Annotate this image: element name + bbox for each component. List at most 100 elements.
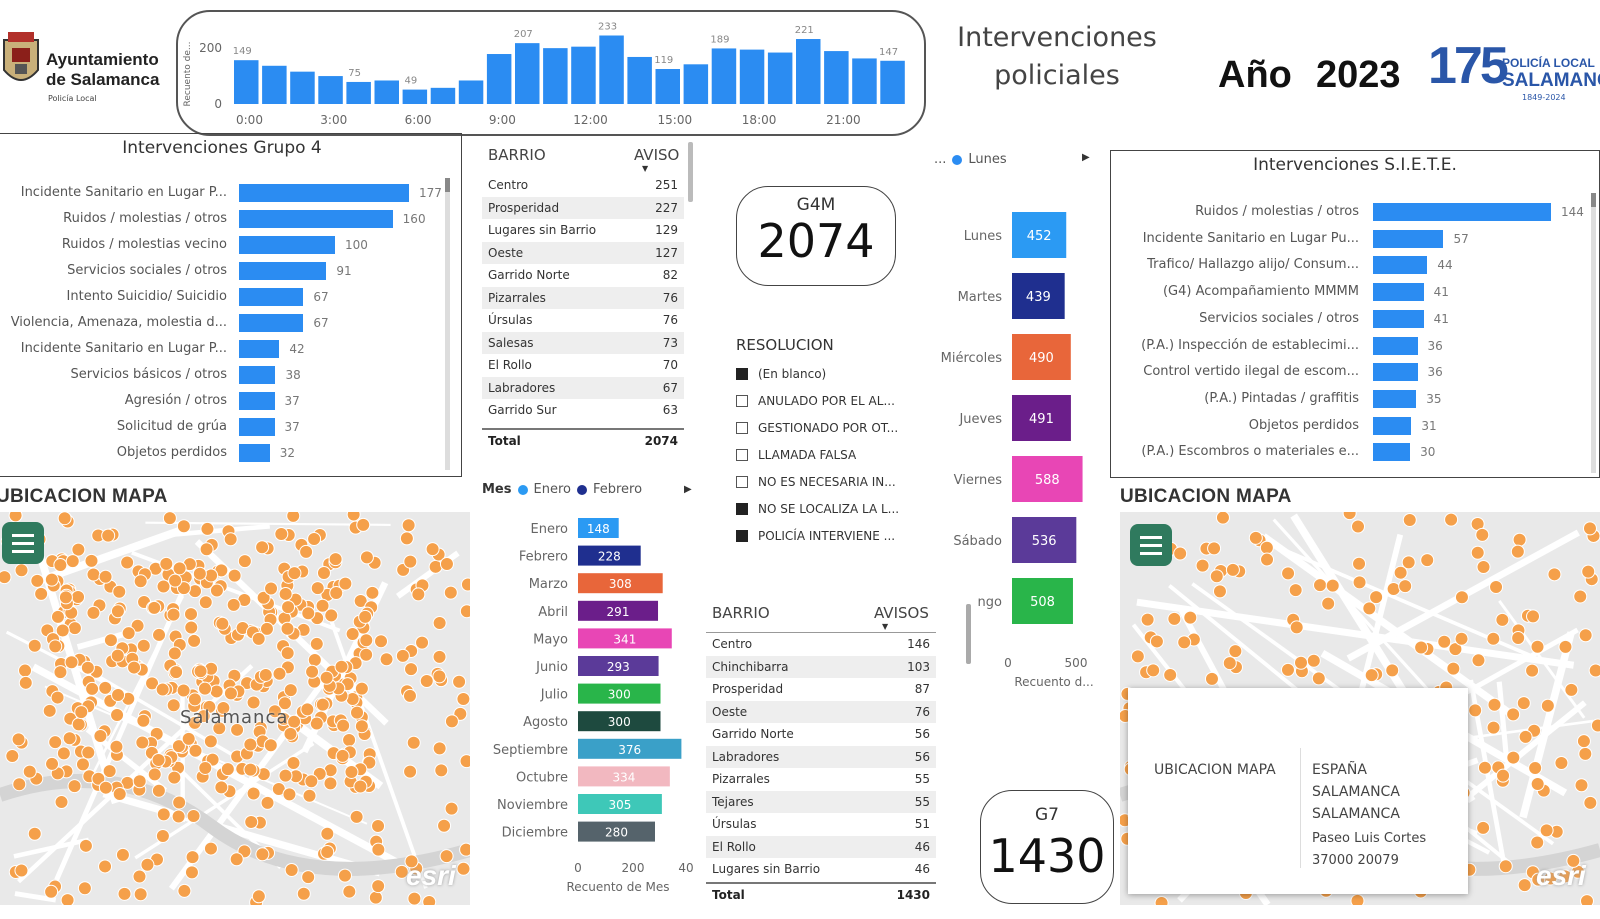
resolucion-item[interactable]: (En blanco) [736, 360, 926, 387]
map-incident-point[interactable] [1454, 590, 1469, 605]
hourly-bar[interactable] [655, 69, 681, 104]
map-incident-point[interactable] [403, 764, 418, 779]
map-incident-point[interactable] [272, 666, 287, 681]
map-incident-point[interactable] [1506, 750, 1521, 765]
resolucion-item[interactable]: NO SE LOCALIZA LA L... [736, 495, 926, 522]
siete-bar[interactable] [1373, 416, 1412, 435]
map-incident-point[interactable] [1311, 671, 1326, 686]
monthly-bar[interactable] [578, 794, 662, 814]
map-incident-point[interactable] [120, 555, 135, 570]
map-incident-point[interactable] [437, 818, 452, 833]
map-incident-point[interactable] [323, 776, 338, 791]
monthly-bar[interactable] [578, 628, 672, 649]
map-incident-point[interactable] [286, 755, 301, 770]
map-incident-point[interactable] [132, 869, 147, 884]
map-incident-point[interactable] [1195, 558, 1210, 573]
map-incident-point[interactable] [156, 807, 171, 822]
map-incident-point[interactable] [302, 788, 317, 803]
map-incident-point[interactable] [1306, 653, 1321, 668]
map-incident-point[interactable] [1517, 878, 1532, 893]
map-incident-point[interactable] [1351, 519, 1366, 534]
barrio2-row[interactable]: Tejares 55 [706, 790, 936, 813]
map-incident-point[interactable] [81, 745, 96, 760]
map-incident-point[interactable] [1578, 746, 1593, 761]
map-incident-point[interactable] [1489, 579, 1504, 594]
siete-scrollbar[interactable] [1591, 193, 1596, 473]
map-incident-point[interactable] [184, 620, 199, 635]
map-incident-point[interactable] [45, 756, 60, 771]
grupo4-bar[interactable] [239, 236, 336, 254]
map-incident-point[interactable] [1511, 631, 1526, 646]
map-incident-point[interactable] [169, 665, 184, 680]
map-incident-point[interactable] [350, 705, 365, 720]
map-incident-point[interactable] [86, 605, 101, 620]
map-incident-point[interactable] [328, 552, 343, 567]
map-incident-point[interactable] [300, 702, 315, 717]
map-incident-point[interactable] [1183, 610, 1198, 625]
map-incident-point[interactable] [98, 569, 113, 584]
monthly-bar[interactable] [578, 711, 661, 732]
map-incident-point[interactable] [404, 662, 419, 677]
map-incident-point[interactable] [1352, 556, 1367, 571]
map-incident-point[interactable] [54, 795, 69, 810]
monthly-bar[interactable] [578, 656, 659, 676]
resolucion-item[interactable]: LLAMADA FALSA [736, 441, 926, 468]
siete-bar[interactable] [1373, 363, 1418, 382]
hourly-bar[interactable] [458, 80, 484, 104]
map-incident-point[interactable] [258, 667, 273, 682]
map-incident-point[interactable] [1531, 872, 1546, 887]
map-incident-point[interactable] [200, 521, 215, 536]
map-incident-point[interactable] [432, 616, 447, 631]
map-incident-point[interactable] [337, 868, 352, 883]
map-incident-point[interactable] [255, 847, 270, 862]
map-incident-point[interactable] [8, 512, 23, 523]
map-incident-point[interactable] [1583, 795, 1598, 810]
barrio2-row[interactable]: Chinchibarra 103 [706, 655, 936, 678]
map-incident-point[interactable] [1209, 569, 1224, 584]
barrio2-row[interactable]: Úrsulas 51 [706, 813, 936, 836]
map-incident-point[interactable] [60, 893, 75, 905]
weekday-bar[interactable] [1012, 212, 1067, 258]
map-incident-point[interactable] [1385, 663, 1400, 678]
map-incident-point[interactable] [184, 607, 199, 622]
barrio1-row[interactable]: Úrsulas 76 [482, 309, 684, 332]
map-incident-point[interactable] [338, 576, 353, 591]
siete-scroll-thumb[interactable] [1591, 193, 1596, 207]
map-incident-point[interactable] [230, 722, 245, 737]
resolucion-item[interactable]: ANULADO POR EL AL... [736, 387, 926, 414]
map-incident-point[interactable] [229, 852, 244, 867]
map-incident-point[interactable] [22, 764, 37, 779]
map-incident-point[interactable] [65, 554, 80, 569]
map-incident-point[interactable] [404, 854, 419, 869]
map-left-menu-button[interactable] [2, 522, 44, 564]
map-incident-point[interactable] [1350, 893, 1365, 905]
map-incident-point[interactable] [187, 715, 202, 730]
hourly-bar[interactable] [543, 48, 568, 104]
map-incident-point[interactable] [74, 705, 89, 720]
map-incident-point[interactable] [212, 721, 227, 736]
map-incident-point[interactable] [110, 604, 125, 619]
map-incident-point[interactable] [1313, 578, 1328, 593]
map-incident-point[interactable] [344, 764, 359, 779]
map-incident-point[interactable] [203, 734, 218, 749]
map-incident-point[interactable] [192, 566, 207, 581]
map-incident-point[interactable] [346, 512, 361, 522]
map-incident-point[interactable] [127, 660, 142, 675]
map-incident-point[interactable] [1146, 663, 1161, 678]
map-incident-point[interactable] [1547, 567, 1562, 582]
map-incident-point[interactable] [151, 783, 166, 798]
map-incident-point[interactable] [1204, 671, 1219, 686]
map-incident-point[interactable] [336, 718, 351, 733]
map-right[interactable]: UBICACION MAPA ESPAÑA SALAMANCA SALAMANC… [1120, 512, 1600, 905]
map-incident-point[interactable] [156, 579, 171, 594]
map-incident-point[interactable] [1576, 734, 1591, 749]
barrio1-row[interactable]: Prosperidad 227 [482, 196, 684, 219]
map-incident-point[interactable] [320, 826, 335, 841]
barrio2-row[interactable]: Pizarrales 55 [706, 768, 936, 791]
map-incident-point[interactable] [147, 600, 162, 615]
map-incident-point[interactable] [136, 713, 151, 728]
sort-desc-icon[interactable]: ▼ [642, 164, 649, 173]
map-incident-point[interactable] [432, 649, 447, 664]
hourly-bar[interactable] [402, 89, 428, 104]
grupo4-bar[interactable] [239, 418, 275, 436]
